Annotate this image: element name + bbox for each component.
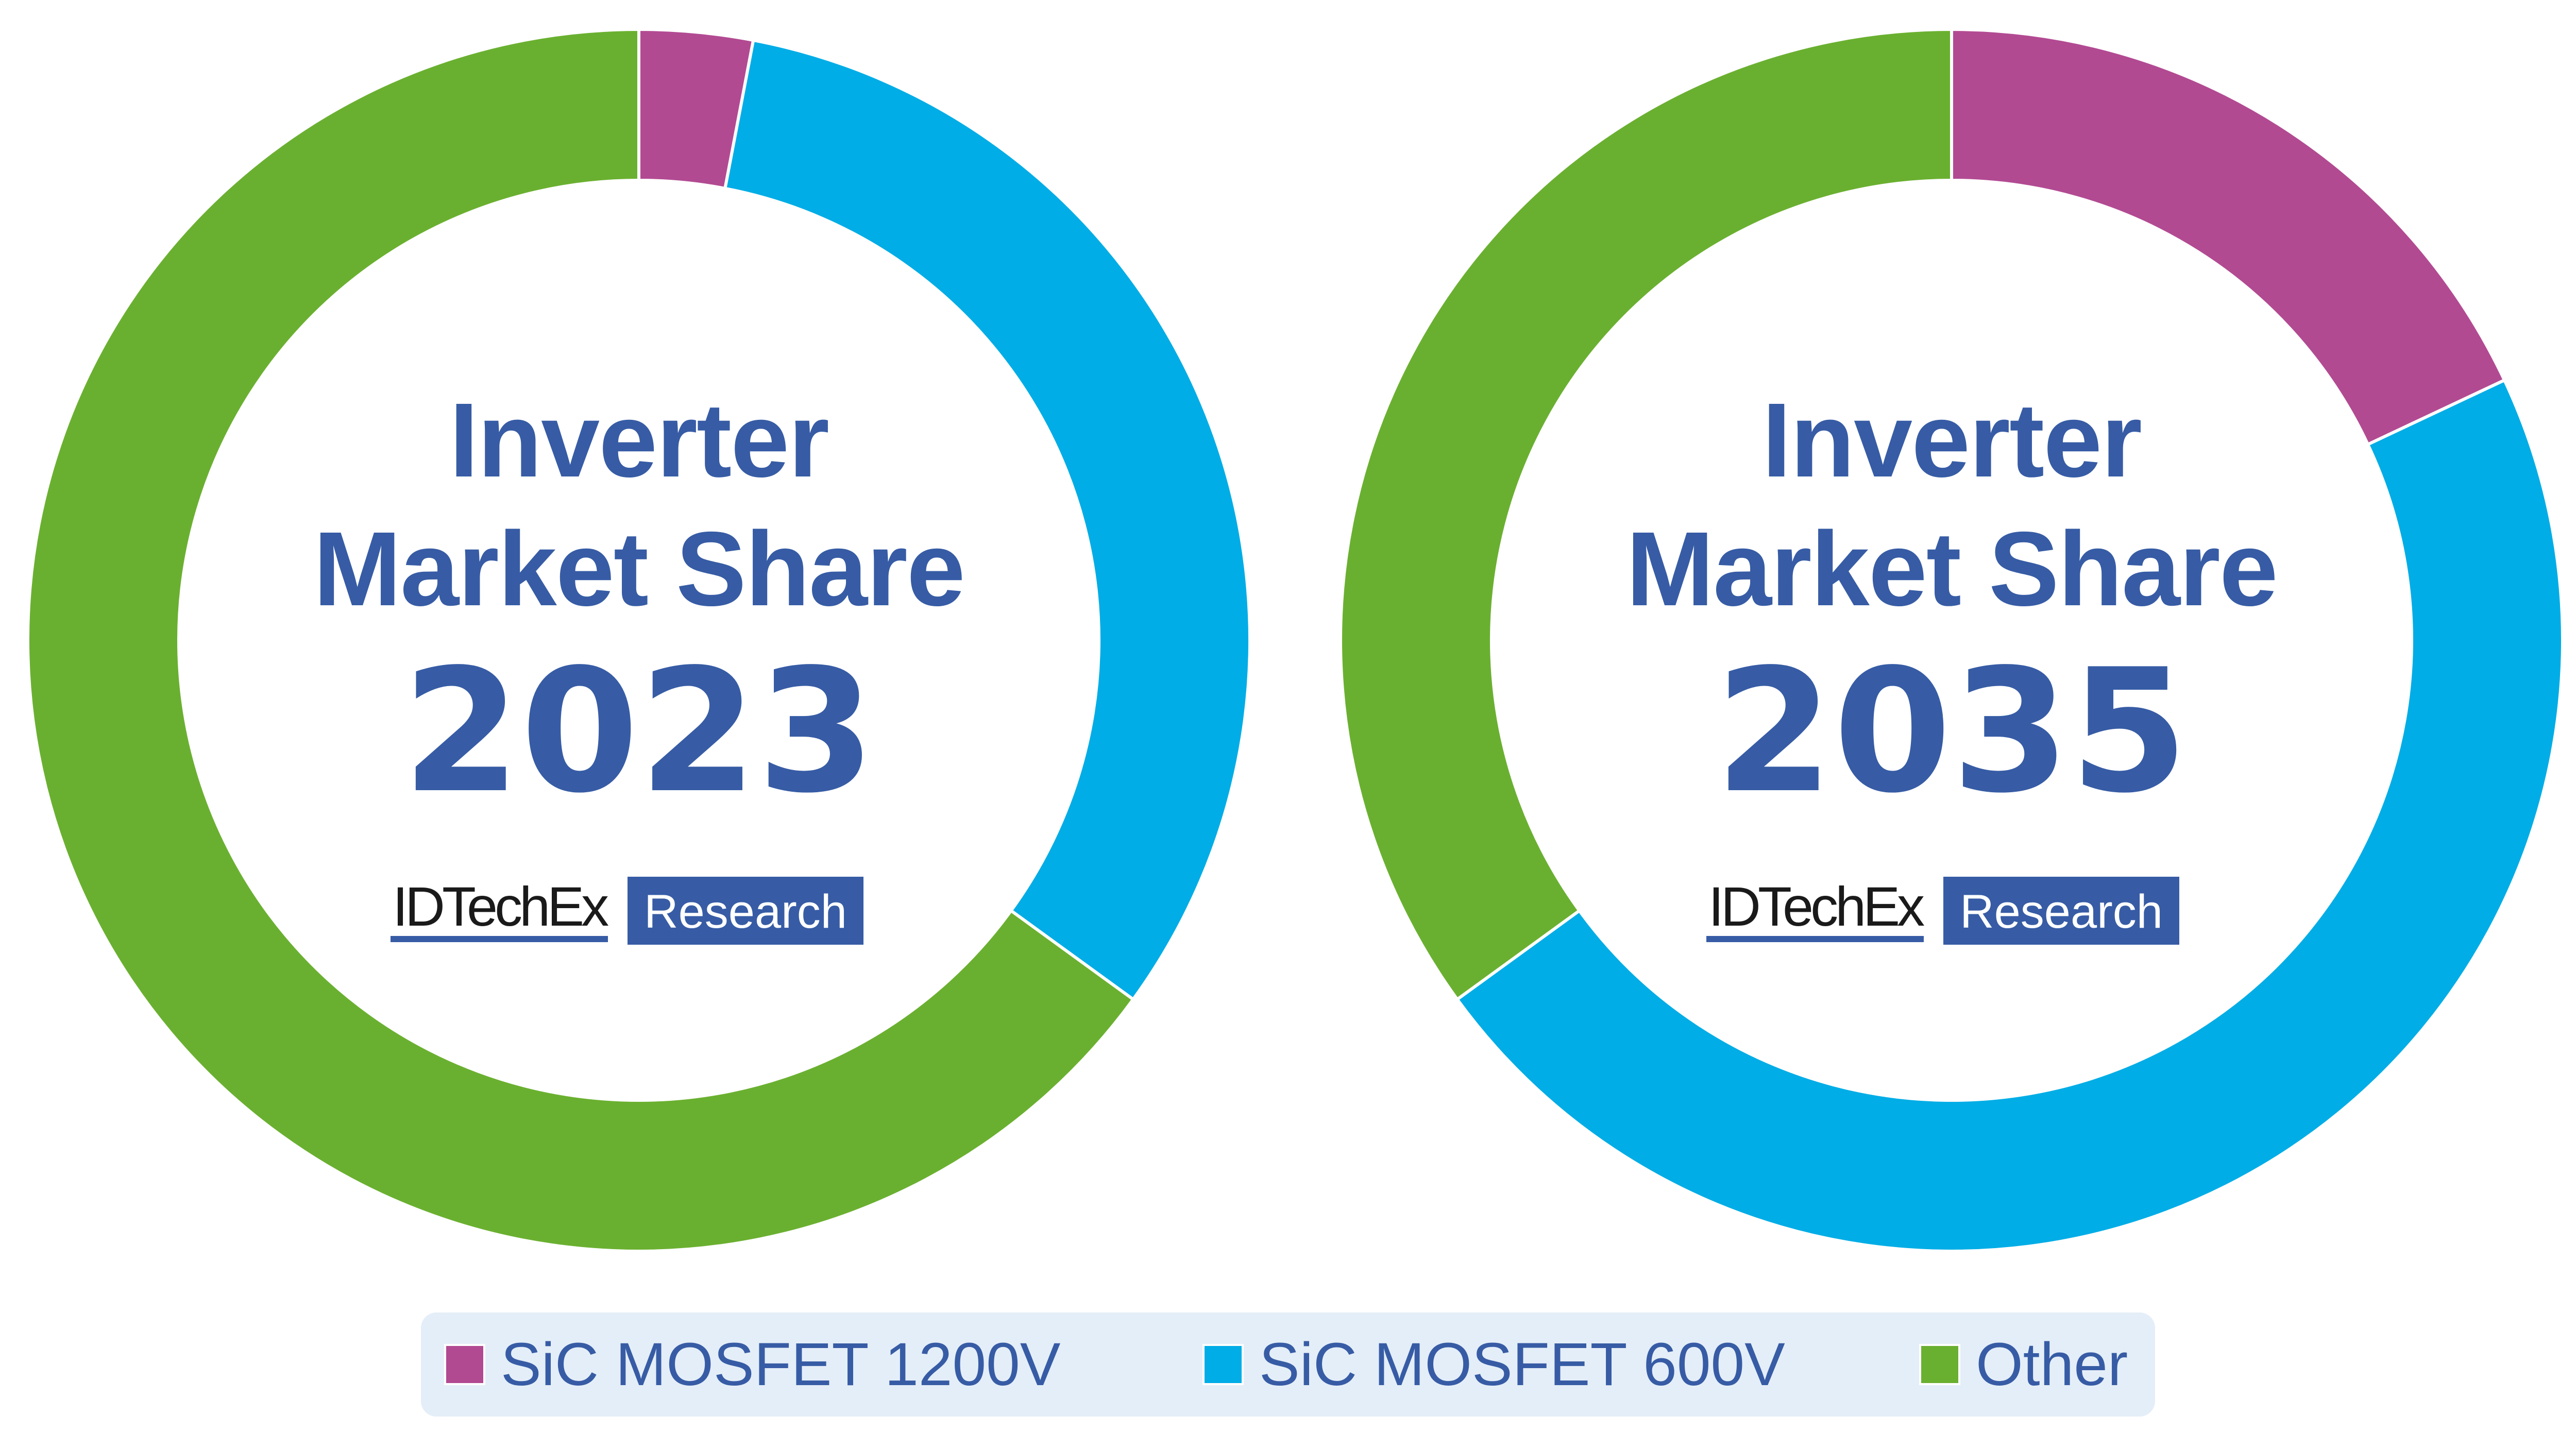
donut-slice-other <box>1339 27 1953 1002</box>
legend-item-sic-1200v: SiC MOSFET 1200V <box>444 1312 1060 1417</box>
donut-slice-sic-mosfet-600v <box>1455 378 2564 1253</box>
donut-2023 <box>26 27 1251 1253</box>
donut-2035 <box>1339 27 2564 1253</box>
donut-slice-sic-mosfet-600v <box>723 38 1251 1002</box>
idtechex-logo-right: IDTechEx Research <box>1706 877 2179 949</box>
year-label: 2035 <box>1715 633 2189 830</box>
year-label: 2023 <box>402 633 876 830</box>
legend: SiC MOSFET 1200V SiC MOSFET 600V Other <box>421 1312 2155 1417</box>
idtechex-logo-left: IDTechEx Research <box>391 877 863 949</box>
logo-tag: Research <box>628 877 863 945</box>
legend-label: SiC MOSFET 1200V <box>501 1331 1061 1399</box>
donut-slice-sic-mosfet-1200v <box>1950 27 2507 447</box>
legend-label: Other <box>1976 1331 2128 1399</box>
title-line-1: Inverter <box>449 381 829 499</box>
center-label-2035: Inverter Market Share 2035 <box>1565 376 2338 824</box>
title-line-2: Market Share <box>313 510 965 628</box>
legend-item-sic-600v: SiC MOSFET 600V <box>1202 1312 1785 1417</box>
title-line-1: Inverter <box>1761 381 2142 499</box>
donut-slice-other <box>26 27 1136 1253</box>
logo-brand: IDTechEx <box>391 877 609 942</box>
logo-brand: IDTechEx <box>1706 877 1925 942</box>
legend-swatch <box>1919 1344 1960 1385</box>
center-label-2023: Inverter Market Share 2023 <box>252 376 1025 824</box>
legend-swatch <box>1202 1344 1244 1385</box>
legend-swatch <box>444 1344 485 1385</box>
logo-tag: Research <box>1943 877 2179 945</box>
legend-item-other: Other <box>1919 1312 2128 1417</box>
title-line-2: Market Share <box>1626 510 2278 628</box>
legend-label: SiC MOSFET 600V <box>1259 1331 1785 1399</box>
